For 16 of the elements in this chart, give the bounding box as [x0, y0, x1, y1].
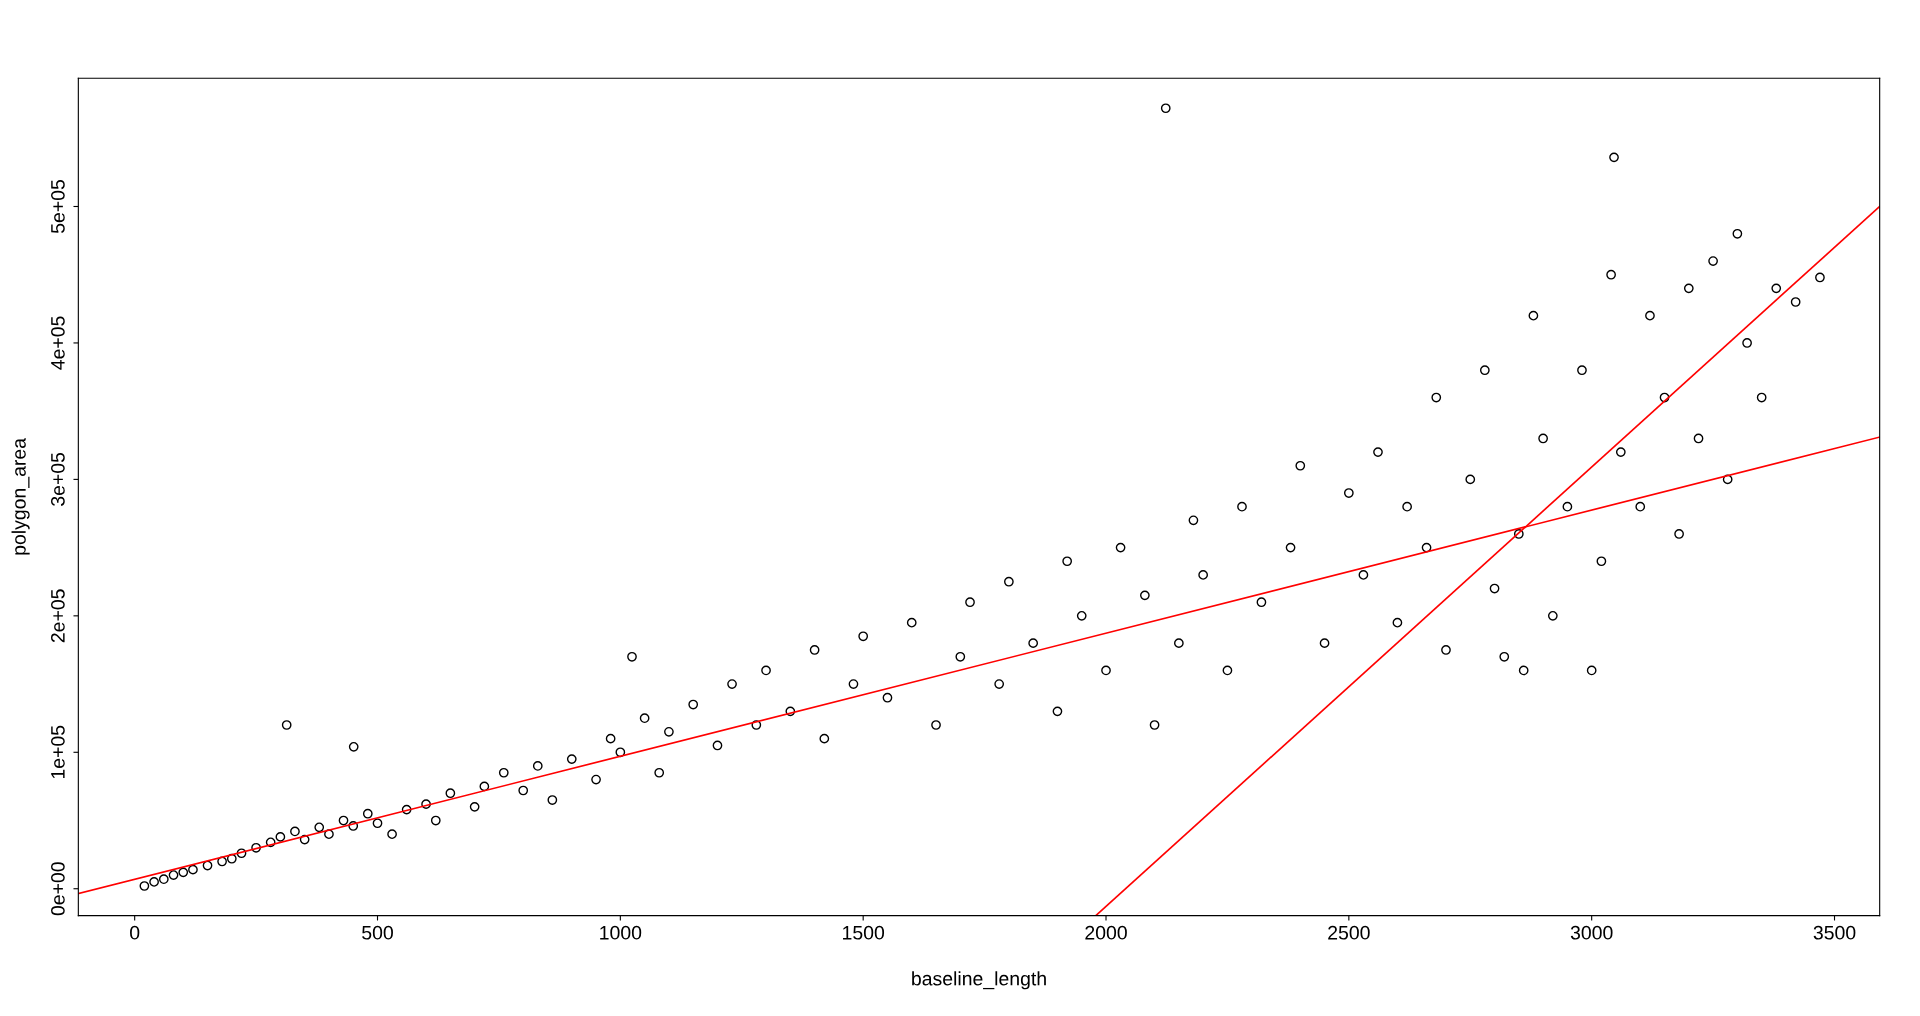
y-axis-title: polygon_area — [11, 438, 30, 555]
y-tick-label: 1e+05 — [51, 725, 65, 779]
x-tick-label: 1500 — [843, 925, 885, 940]
y-tick-label: 0e+00 — [51, 862, 65, 916]
x-tick-label: 3000 — [1570, 925, 1613, 940]
x-tick-label: 0 — [130, 925, 140, 940]
x-tick-label: 2000 — [1085, 925, 1127, 940]
x-tick-label: 1000 — [600, 925, 642, 940]
x-tick-label: 500 — [362, 925, 393, 940]
y-tick-label: 4e+05 — [51, 316, 65, 370]
x-axis-title: baseline_length — [912, 971, 1046, 990]
x-tick-label: 3500 — [1813, 925, 1856, 940]
y-tick-label: 3e+05 — [51, 452, 65, 506]
y-tick-label: 5e+05 — [51, 180, 65, 234]
y-tick-label: 2e+05 — [51, 589, 65, 643]
x-tick-label: 2500 — [1328, 925, 1370, 940]
